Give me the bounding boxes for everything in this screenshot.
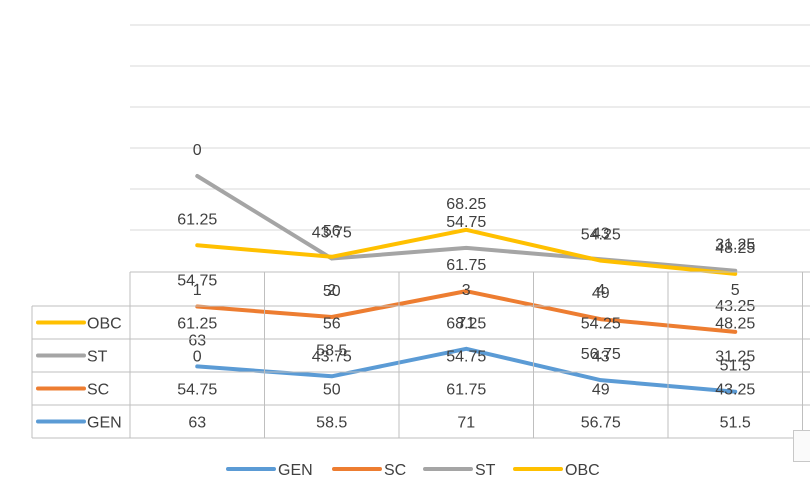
data-label-obc: 54.25: [581, 227, 621, 244]
data-label-sc: 49: [592, 285, 610, 302]
table-cell: 50: [323, 382, 341, 399]
table-cell: 43.75: [312, 349, 352, 366]
table-cell: 0: [193, 349, 202, 366]
table-header-cell: 2: [327, 282, 336, 299]
data-label-st: 31.25: [715, 237, 755, 254]
data-label-obc: 61.25: [177, 211, 217, 228]
data-label-sc: 61.75: [446, 257, 486, 274]
data-label-gen: 63: [188, 332, 206, 349]
data-label-gen: 71: [457, 315, 475, 332]
table-cell: 68.25: [446, 316, 486, 333]
table-cell: 71: [457, 415, 475, 432]
table-cell: 49: [592, 382, 610, 399]
table-cell: 51.5: [720, 415, 751, 432]
data-label-gen: 58.5: [316, 342, 347, 359]
table-header-cell: 5: [731, 282, 740, 299]
table-series-name: OBC: [87, 316, 122, 333]
table-cell: 56.75: [581, 415, 621, 432]
data-label-obc: 48.25: [715, 240, 755, 257]
legend-label-sc: SC: [384, 462, 406, 479]
table-header-cell: 4: [596, 282, 605, 299]
data-label-obc: 56: [323, 223, 341, 240]
legend: GEN SC ST OBC: [226, 462, 600, 479]
data-table: 1 2 3 4 5 OBC 61.25 56 68.25 54.25 48.25 ST 0 43.75 54…: [31, 271, 810, 439]
data-label-sc: 54.75: [177, 273, 217, 290]
data-label-gen: 56.75: [581, 346, 621, 363]
data-label-gen: 51.5: [720, 358, 751, 375]
table-cell: 61.25: [177, 316, 217, 333]
table-series-name: ST: [87, 349, 108, 366]
series-line-obc: [195, 227, 738, 276]
table-cell: 58.5: [316, 415, 347, 432]
table-cell: 61.75: [446, 382, 486, 399]
series-line-sc: [195, 289, 738, 334]
data-labels: 6358.57156.7551.554.755061.754943.25043.…: [177, 142, 755, 375]
legend-label-gen: GEN: [278, 462, 313, 479]
data-label-st: 43.75: [312, 225, 352, 242]
series-lines: [195, 174, 738, 394]
table-cell: 43.25: [715, 382, 755, 399]
data-label-st: 0: [193, 142, 202, 159]
series-line-gen: [195, 346, 738, 394]
legend-label-st: ST: [475, 462, 496, 479]
table-header-cell: 1: [193, 282, 202, 299]
data-label-obc: 68.25: [446, 196, 486, 213]
table-series-name: SC: [87, 382, 109, 399]
table-cell: 48.25: [715, 316, 755, 333]
table-cell: 31.25: [715, 349, 755, 366]
data-label-st: 43: [592, 225, 610, 242]
table-cell: 54.25: [581, 316, 621, 333]
table-cell: 63: [188, 415, 206, 432]
table-cell: 56: [323, 316, 341, 333]
table-cell: 54.75: [177, 382, 217, 399]
table-cell: 54.75: [446, 349, 486, 366]
data-label-sc: 50: [323, 283, 341, 300]
chart-resize-handle-icon[interactable]: [793, 430, 810, 462]
table-series-name: GEN: [87, 415, 122, 432]
table-cell: 43: [592, 349, 610, 366]
data-label-st: 54.75: [446, 214, 486, 231]
table-header-cell: 3: [462, 282, 471, 299]
legend-label-obc: OBC: [565, 462, 600, 479]
